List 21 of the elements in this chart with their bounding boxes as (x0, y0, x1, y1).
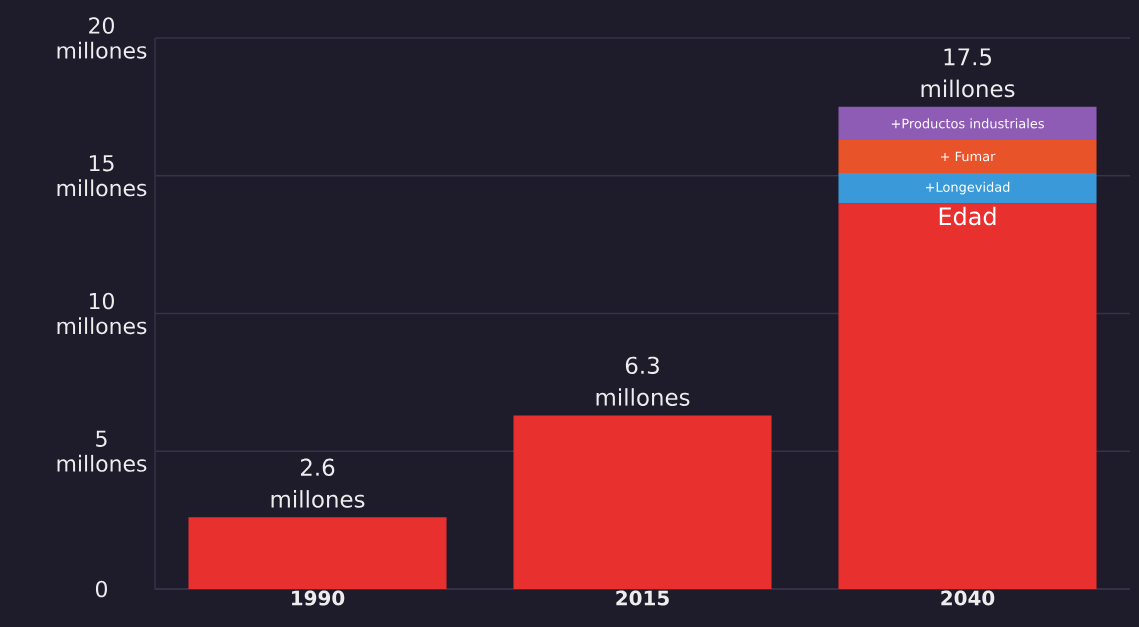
y-tick-label: 10 millones (57, 292, 147, 335)
series-label: +Longevidad (925, 181, 1010, 195)
series-label: +Productos industriales (891, 118, 1044, 129)
y-tick-label: 20 millones (57, 17, 147, 59)
series-label: Edad (939, 206, 996, 226)
total-label: 6.3 millones (596, 356, 690, 406)
y-tick-label: 5 millones (57, 430, 147, 472)
total-label: 2.6 millones (271, 458, 365, 508)
bar (838, 139, 1097, 173)
bar (513, 415, 772, 589)
x-tick-label: 2040 (941, 590, 995, 606)
bar (838, 172, 1097, 204)
y-tick-label: 15 millones (57, 155, 147, 197)
bar (838, 203, 1097, 589)
series-label: + Fumar (940, 151, 996, 162)
bar (838, 106, 1097, 140)
bar (188, 517, 447, 589)
x-tick-label: 2015 (616, 590, 669, 606)
x-tick-label: 1990 (292, 590, 345, 606)
y-tick-label: 0 (95, 580, 107, 598)
total-label: 17.5 millones (921, 48, 1015, 98)
